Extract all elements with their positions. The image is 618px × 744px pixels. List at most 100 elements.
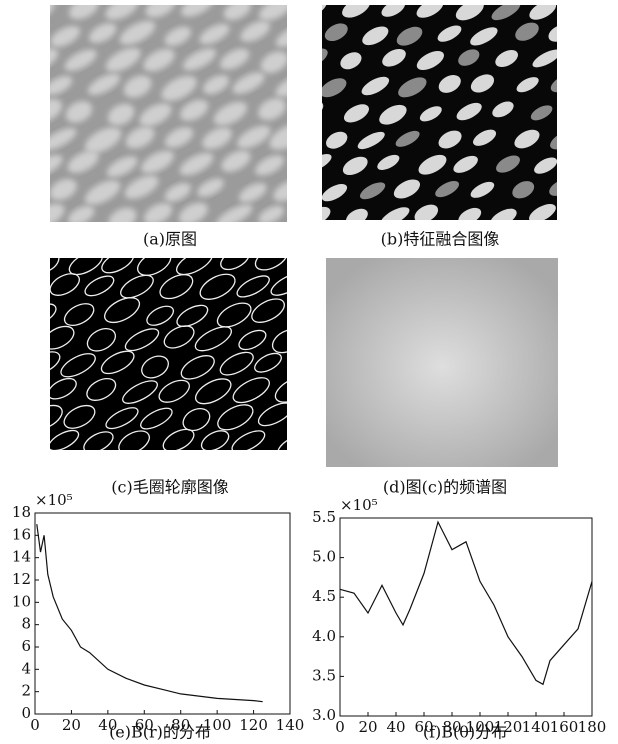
texture	[322, 206, 331, 220]
texture	[258, 98, 286, 121]
texture	[101, 258, 135, 274]
texture	[326, 131, 348, 149]
texture	[232, 72, 265, 94]
texture	[361, 76, 390, 96]
texture	[50, 404, 63, 431]
x-tick-label: 60	[414, 718, 433, 736]
x-tick-label: 120	[239, 716, 268, 734]
texture	[232, 377, 270, 404]
texture	[491, 5, 521, 21]
original-image	[50, 5, 287, 222]
y-tick-label: 4.0	[312, 627, 336, 645]
texture	[254, 352, 282, 373]
x-tick-label: 100	[203, 716, 232, 734]
texture	[68, 258, 103, 276]
x-tick-label: 160	[550, 718, 579, 736]
texture	[50, 303, 57, 325]
texture	[145, 5, 176, 18]
y-tick-label: 5.0	[312, 548, 336, 566]
texture	[254, 258, 287, 271]
texture	[120, 274, 154, 299]
texture	[118, 430, 150, 450]
plot-frame	[339, 517, 593, 717]
texture	[124, 328, 160, 352]
x-tick-label: 40	[98, 716, 117, 734]
texture	[89, 23, 117, 43]
caption: (b)特征融合图像	[381, 230, 500, 249]
texture	[453, 155, 478, 173]
texture	[124, 175, 159, 199]
texture	[490, 208, 517, 220]
y-scale-label: ×10⁵	[35, 491, 73, 509]
texture	[50, 154, 63, 178]
texture	[396, 26, 423, 46]
x-tick-label: 140	[522, 718, 551, 736]
texture	[105, 5, 139, 20]
texture	[275, 75, 287, 97]
texture	[179, 152, 214, 176]
fused-feature-image	[322, 5, 557, 220]
texture	[197, 178, 224, 197]
texture	[63, 303, 95, 327]
texture	[529, 5, 557, 20]
texture	[322, 78, 347, 98]
texture	[529, 203, 556, 220]
x-tick-label: 60	[135, 716, 154, 734]
texture	[251, 298, 285, 323]
texture	[195, 378, 232, 405]
texture	[239, 183, 267, 203]
texture	[69, 5, 99, 20]
texture	[50, 178, 77, 201]
texture	[492, 101, 514, 118]
texture	[26, 455, 62, 484]
y-tick-label: 10	[12, 592, 31, 610]
texture	[438, 75, 461, 93]
caption: (c)毛圈轮廓图像	[111, 478, 228, 497]
texture	[164, 183, 191, 202]
texture	[548, 25, 557, 42]
texture	[119, 20, 156, 45]
texture	[202, 127, 232, 150]
data-line	[36, 524, 263, 703]
y-tick-label: 8	[21, 615, 31, 633]
texture	[122, 380, 158, 404]
texture	[87, 73, 121, 95]
texture	[63, 404, 96, 429]
texture	[550, 75, 557, 93]
texture	[50, 351, 61, 375]
texture	[532, 49, 557, 68]
y-tick-label: 14	[12, 548, 31, 566]
texture	[495, 49, 518, 68]
texture	[231, 430, 266, 450]
texture	[143, 203, 173, 222]
texture	[86, 328, 117, 352]
texture	[213, 101, 248, 126]
texture	[438, 130, 462, 149]
y-tick-label: 3.0	[312, 706, 336, 724]
texture	[549, 179, 557, 196]
texture	[60, 353, 96, 378]
texture	[141, 355, 169, 379]
texture	[164, 127, 194, 148]
texture	[84, 180, 121, 205]
texture	[534, 157, 557, 174]
y-tick-label: 5.5	[312, 508, 336, 526]
texture	[194, 326, 233, 352]
y-tick-label: 12	[12, 570, 31, 588]
texture	[217, 404, 254, 431]
texture	[259, 5, 287, 21]
y-tick-label: 4	[21, 659, 31, 677]
texture	[100, 350, 135, 375]
texture	[140, 407, 173, 430]
texture	[123, 75, 152, 98]
y-scale-label: ×10⁵	[340, 496, 378, 514]
texture	[50, 325, 75, 350]
texture	[199, 273, 236, 300]
texture	[221, 150, 251, 172]
texture	[240, 20, 271, 42]
texture	[273, 180, 287, 202]
texture	[470, 181, 495, 198]
texture	[141, 150, 174, 174]
x-tick-label: 40	[386, 718, 405, 736]
texture	[106, 156, 138, 178]
